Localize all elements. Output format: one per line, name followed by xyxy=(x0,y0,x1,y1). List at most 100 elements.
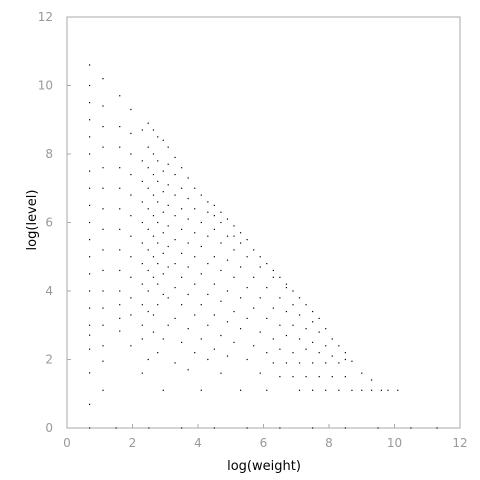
data-point xyxy=(233,225,235,227)
data-point xyxy=(147,187,149,189)
data-point xyxy=(147,269,149,272)
data-point xyxy=(233,341,235,343)
data-point xyxy=(102,105,104,107)
data-point xyxy=(312,310,314,313)
data-point xyxy=(162,191,164,193)
x-tick-label: 8 xyxy=(325,436,333,450)
data-point xyxy=(147,290,149,292)
data-point xyxy=(119,330,121,332)
data-point xyxy=(119,304,121,306)
data-point xyxy=(292,324,294,326)
data-point xyxy=(102,290,104,292)
data-point xyxy=(220,242,222,244)
data-point xyxy=(344,427,346,429)
data-point xyxy=(312,362,314,364)
data-point xyxy=(102,208,104,210)
data-point xyxy=(213,348,215,350)
data-point xyxy=(102,389,104,391)
data-point xyxy=(130,235,132,237)
data-point xyxy=(279,376,281,378)
data-point xyxy=(246,286,248,289)
data-point xyxy=(200,221,202,224)
data-point xyxy=(397,389,399,391)
data-point xyxy=(181,208,183,210)
data-point xyxy=(167,146,169,148)
data-point xyxy=(181,276,183,278)
data-point xyxy=(226,259,229,261)
data-point xyxy=(152,173,155,176)
data-point xyxy=(200,304,202,306)
data-point xyxy=(279,324,281,326)
data-point xyxy=(361,389,363,391)
data-point xyxy=(152,256,155,258)
data-point xyxy=(157,201,159,203)
data-point xyxy=(88,348,91,350)
data-point xyxy=(213,228,215,230)
data-point xyxy=(213,314,215,316)
plot-frame xyxy=(66,16,461,429)
data-point xyxy=(370,379,373,381)
data-point xyxy=(226,355,229,357)
data-point xyxy=(318,331,320,333)
data-point xyxy=(119,126,121,128)
data-point xyxy=(130,314,132,316)
data-point xyxy=(226,235,229,237)
x-tick-label: 0 xyxy=(63,436,71,450)
data-point xyxy=(152,129,155,131)
data-point xyxy=(147,358,149,361)
data-point xyxy=(194,187,196,189)
data-point xyxy=(181,187,183,189)
data-point xyxy=(239,297,242,299)
data-point xyxy=(305,348,307,350)
x-tick-label: 4 xyxy=(194,436,202,450)
data-point xyxy=(351,389,353,391)
y-tick-label: 12 xyxy=(38,10,53,24)
data-points xyxy=(88,64,438,429)
data-point xyxy=(102,345,104,347)
data-point xyxy=(298,297,301,299)
data-point xyxy=(147,310,149,313)
data-point xyxy=(115,427,117,429)
data-point xyxy=(338,389,340,391)
data-point xyxy=(141,304,143,306)
data-point xyxy=(152,215,155,217)
data-point xyxy=(88,102,91,104)
data-point xyxy=(272,307,274,309)
data-point xyxy=(312,341,314,343)
data-point xyxy=(220,300,222,302)
y-tick-label: 4 xyxy=(45,284,53,298)
data-point xyxy=(130,153,132,155)
data-point xyxy=(298,314,301,316)
x-tick-label: 2 xyxy=(129,436,137,450)
data-point xyxy=(266,352,268,354)
data-point xyxy=(194,283,196,285)
data-point xyxy=(246,256,248,258)
data-point xyxy=(157,160,159,162)
data-point xyxy=(279,427,281,429)
data-point xyxy=(88,290,91,292)
x-tick-label: 6 xyxy=(260,436,268,450)
data-point xyxy=(141,283,143,285)
data-point xyxy=(167,297,169,299)
data-point xyxy=(181,304,183,306)
data-point xyxy=(102,324,104,326)
data-point xyxy=(119,290,121,292)
data-point xyxy=(331,355,333,357)
data-point xyxy=(233,310,235,313)
data-point xyxy=(259,297,261,299)
data-point xyxy=(147,208,149,210)
data-point xyxy=(312,427,314,429)
data-point xyxy=(130,276,132,278)
data-point xyxy=(298,389,301,391)
data-point xyxy=(213,204,215,206)
data-point xyxy=(141,338,143,340)
data-point xyxy=(220,269,222,272)
x-tick-label: 10 xyxy=(387,436,402,450)
data-point xyxy=(88,334,91,336)
data-point xyxy=(213,215,215,217)
data-point xyxy=(200,194,202,196)
data-point xyxy=(174,263,176,265)
data-point xyxy=(436,427,438,429)
data-point xyxy=(88,221,91,224)
data-point xyxy=(194,208,196,210)
